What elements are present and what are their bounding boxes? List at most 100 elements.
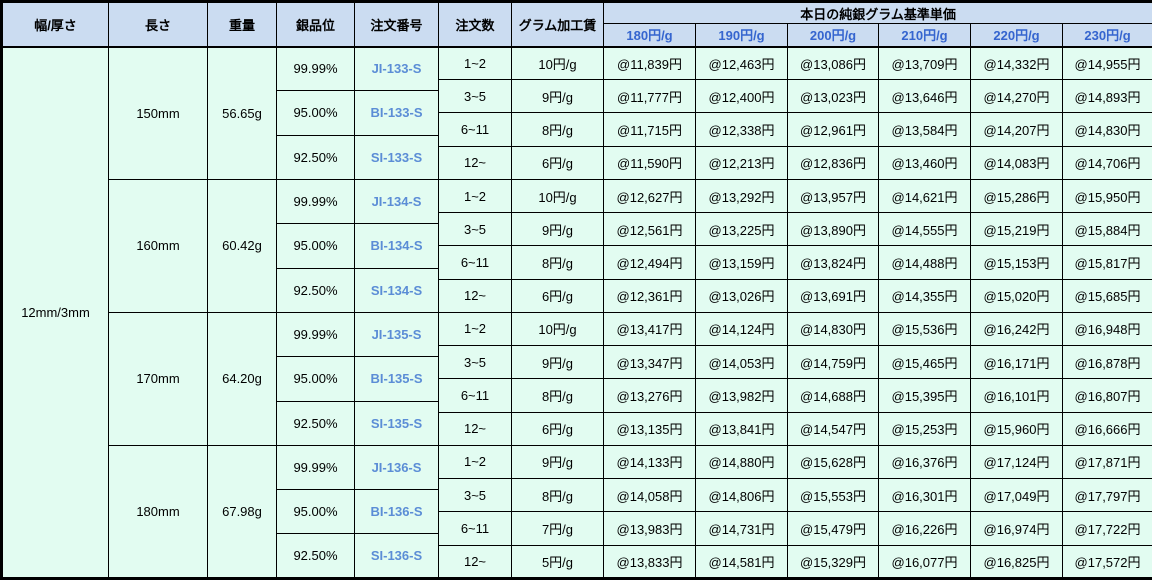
- price-cell: @15,685円: [1063, 279, 1152, 312]
- price-cell: @17,049円: [971, 479, 1063, 512]
- price-cell: @11,839円: [604, 47, 696, 80]
- price-cell: @11,777円: [604, 80, 696, 113]
- price-cell: @14,488円: [879, 246, 971, 279]
- gram-fee-cell: 8円/g: [512, 246, 604, 279]
- order-no-link[interactable]: SI-136-S: [355, 534, 439, 578]
- price-cell: @17,797円: [1063, 479, 1152, 512]
- price-cell: @13,833円: [604, 545, 696, 578]
- order-qty-cell: 1~2: [439, 445, 512, 478]
- purity-cell: 99.99%: [277, 312, 355, 356]
- price-cell: @16,974円: [971, 512, 1063, 545]
- order-no-link[interactable]: JI-133-S: [355, 47, 439, 91]
- price-cell: @14,083円: [971, 146, 1063, 179]
- price-cell: @12,361円: [604, 279, 696, 312]
- gram-fee-cell: 10円/g: [512, 179, 604, 212]
- price-cell: @12,338円: [696, 113, 788, 146]
- price-cell: @15,817円: [1063, 246, 1152, 279]
- header-tier-180: 180円/g: [604, 24, 696, 47]
- gram-fee-cell: 6円/g: [512, 412, 604, 445]
- header-weight: 重量: [208, 2, 277, 47]
- price-cell: @14,688円: [788, 379, 879, 412]
- order-qty-cell: 12~: [439, 279, 512, 312]
- gram-fee-cell: 10円/g: [512, 47, 604, 80]
- order-qty-cell: 6~11: [439, 246, 512, 279]
- purity-cell: 95.00%: [277, 490, 355, 534]
- price-cell: @14,759円: [788, 346, 879, 379]
- price-cell: @14,830円: [1063, 113, 1152, 146]
- order-no-link[interactable]: SI-135-S: [355, 401, 439, 445]
- price-cell: @13,841円: [696, 412, 788, 445]
- length-cell: 170mm: [109, 312, 208, 445]
- order-no-link[interactable]: JI-134-S: [355, 179, 439, 223]
- price-cell: @13,691円: [788, 279, 879, 312]
- price-cell: @12,561円: [604, 213, 696, 246]
- header-base-price-group: 本日の純銀グラム基準単価: [604, 2, 1152, 24]
- price-cell: @13,086円: [788, 47, 879, 80]
- order-no-link[interactable]: BI-135-S: [355, 357, 439, 401]
- weight-cell: 64.20g: [208, 312, 277, 445]
- price-cell: @14,355円: [879, 279, 971, 312]
- gram-fee-cell: 6円/g: [512, 146, 604, 179]
- order-no-link[interactable]: BI-136-S: [355, 490, 439, 534]
- price-cell: @14,830円: [788, 312, 879, 345]
- price-cell: @14,124円: [696, 312, 788, 345]
- price-cell: @16,666円: [1063, 412, 1152, 445]
- order-qty-cell: 1~2: [439, 179, 512, 212]
- weight-cell: 67.98g: [208, 445, 277, 578]
- price-cell: @17,572円: [1063, 545, 1152, 578]
- gram-fee-cell: 5円/g: [512, 545, 604, 578]
- price-cell: @12,400円: [696, 80, 788, 113]
- header-width-thickness: 幅/厚さ: [2, 2, 109, 47]
- purity-cell: 92.50%: [277, 401, 355, 445]
- price-cell: @16,242円: [971, 312, 1063, 345]
- price-cell: @16,101円: [971, 379, 1063, 412]
- purity-cell: 95.00%: [277, 224, 355, 268]
- price-cell: @13,159円: [696, 246, 788, 279]
- order-no-link[interactable]: JI-136-S: [355, 445, 439, 489]
- price-cell: @16,878円: [1063, 346, 1152, 379]
- purity-cell: 95.00%: [277, 357, 355, 401]
- order-no-link[interactable]: BI-133-S: [355, 91, 439, 135]
- order-qty-cell: 12~: [439, 545, 512, 578]
- price-cell: @14,581円: [696, 545, 788, 578]
- price-cell: @14,058円: [604, 479, 696, 512]
- header-gram-fee: グラム加工賃: [512, 2, 604, 47]
- price-cell: @15,395円: [879, 379, 971, 412]
- price-cell: @16,948円: [1063, 312, 1152, 345]
- price-cell: @13,584円: [879, 113, 971, 146]
- price-cell: @15,960円: [971, 412, 1063, 445]
- order-no-link[interactable]: BI-134-S: [355, 224, 439, 268]
- gram-fee-cell: 7円/g: [512, 512, 604, 545]
- length-cell: 180mm: [109, 445, 208, 578]
- purity-cell: 92.50%: [277, 268, 355, 312]
- order-no-link[interactable]: JI-135-S: [355, 312, 439, 356]
- price-cell: @12,213円: [696, 146, 788, 179]
- price-cell: @13,460円: [879, 146, 971, 179]
- purity-cell: 99.99%: [277, 445, 355, 489]
- price-cell: @14,706円: [1063, 146, 1152, 179]
- price-cell: @14,555円: [879, 213, 971, 246]
- gram-fee-cell: 9円/g: [512, 445, 604, 478]
- order-qty-cell: 1~2: [439, 47, 512, 80]
- purity-cell: 92.50%: [277, 534, 355, 578]
- price-cell: @12,494円: [604, 246, 696, 279]
- price-cell: @13,824円: [788, 246, 879, 279]
- price-cell: @13,225円: [696, 213, 788, 246]
- price-cell: @12,836円: [788, 146, 879, 179]
- price-cell: @12,961円: [788, 113, 879, 146]
- price-cell: @13,023円: [788, 80, 879, 113]
- order-qty-cell: 1~2: [439, 312, 512, 345]
- gram-fee-cell: 8円/g: [512, 113, 604, 146]
- price-cell: @16,301円: [879, 479, 971, 512]
- price-cell: @17,871円: [1063, 445, 1152, 478]
- order-no-link[interactable]: SI-134-S: [355, 268, 439, 312]
- gram-fee-cell: 9円/g: [512, 80, 604, 113]
- header-tier-230: 230円/g: [1063, 24, 1152, 47]
- price-cell: @15,286円: [971, 179, 1063, 212]
- price-cell: @15,153円: [971, 246, 1063, 279]
- order-no-link[interactable]: SI-133-S: [355, 135, 439, 179]
- header-purity: 銀品位: [277, 2, 355, 47]
- price-cell: @14,806円: [696, 479, 788, 512]
- header-tier-200: 200円/g: [788, 24, 879, 47]
